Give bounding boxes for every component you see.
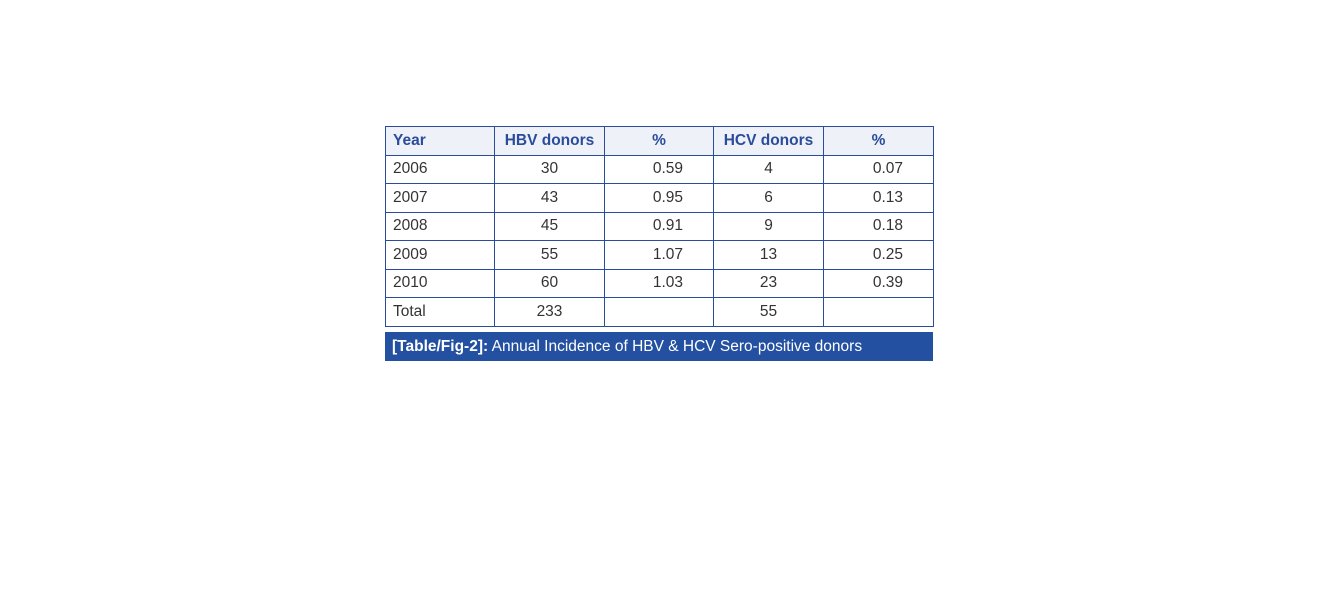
table-cell: 2008 (385, 211, 495, 241)
table-caption: [Table/Fig-2]: Annual Incidence of HBV &… (385, 332, 933, 361)
table-cell: 1.07 (604, 240, 714, 270)
caption-text: Annual Incidence of HBV & HCV Sero-posit… (488, 338, 863, 355)
table-cell: Total (385, 297, 495, 327)
table-cell: 45 (494, 211, 605, 241)
table-cell: 0.95 (604, 183, 714, 213)
table-cell: 4 (713, 154, 824, 184)
table-row: 2009 55 1.07 13 0.25 (385, 240, 934, 270)
table-cell: 60 (494, 268, 605, 298)
table-cell: 43 (494, 183, 605, 213)
incidence-table: Year HBV donors% HCV donors% 2006 30 0.59 4 0.… (385, 126, 934, 327)
table-row: 2008 45 0.91 9 0.18 (385, 211, 934, 241)
table-cell: 2010 (385, 268, 495, 298)
table-cell: 0.39 (823, 268, 934, 298)
table-cell: 0.18 (823, 211, 934, 241)
table-cell: 2006 (385, 154, 495, 184)
table-cell: 23 (713, 268, 824, 298)
table-row: 2007 43 0.95 6 0.13 (385, 183, 934, 213)
table-cell: 233 (494, 297, 605, 327)
table-cell: 0.59 (604, 154, 714, 184)
column-header: % (604, 126, 714, 156)
header-row: Year HBV donors% HCV donors% (385, 126, 934, 156)
table-cell: 2007 (385, 183, 495, 213)
column-header: Year (385, 126, 495, 156)
table-cell: 9 (713, 211, 824, 241)
table-cell: 2009 (385, 240, 495, 270)
table-row: 2006 30 0.59 4 0.07 (385, 154, 934, 184)
table-cell: 0.07 (823, 154, 934, 184)
column-header: HBV donors (494, 126, 605, 156)
table-cell: 13 (713, 240, 824, 270)
table-cell: 6 (713, 183, 824, 213)
table-cell (823, 297, 934, 327)
table-row: Total 233 55 (385, 297, 934, 327)
caption-label: [Table/Fig-2]: (392, 338, 489, 355)
column-header: HCV donors (713, 126, 824, 156)
table-cell: 30 (494, 154, 605, 184)
table-cell (604, 297, 714, 327)
table-cell: 0.13 (823, 183, 934, 213)
table-cell: 55 (713, 297, 824, 327)
table-cell: 0.25 (823, 240, 934, 270)
table-cell: 0.91 (604, 211, 714, 241)
column-header: % (823, 126, 934, 156)
table-row: 2010 60 1.03 23 0.39 (385, 268, 934, 298)
table-cell: 55 (494, 240, 605, 270)
table-cell: 1.03 (604, 268, 714, 298)
